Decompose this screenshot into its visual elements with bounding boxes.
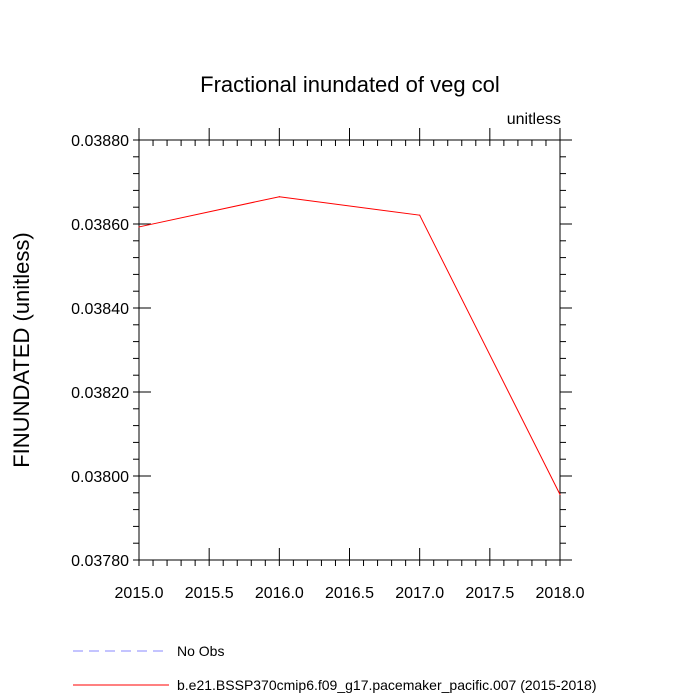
y-tick-label: 0.03780 (71, 553, 129, 570)
legend-entry-model-run: b.e21.BSSP370cmip6.f09_g17.pacemaker_pac… (177, 677, 597, 693)
x-tick-label: 2015.0 (115, 585, 164, 602)
axis-tick-labels: 2015.0 2015.5 2016.0 2016.5 2017.0 2017.5 2018… (71, 133, 584, 602)
legend-entry-no-obs: No Obs (177, 643, 225, 659)
y-tick-label: 0.03800 (71, 469, 129, 486)
axis-ticks (133, 128, 572, 566)
series-point-0 (419, 214, 421, 216)
y-tick-label: 0.03840 (71, 301, 129, 318)
series-lines (138, 196, 561, 496)
x-tick-label: 2017.5 (465, 585, 514, 602)
x-tick-label: 2017.0 (395, 585, 444, 602)
y-tick-label: 0.03860 (71, 217, 129, 234)
series-point-0 (278, 196, 280, 198)
x-tick-label: 2016.5 (325, 585, 374, 602)
y-axis-label: FINUNDATED (unitless) (9, 232, 34, 468)
y-tick-label: 0.03820 (71, 385, 129, 402)
legend-swatches (73, 650, 169, 686)
x-tick-label: 2015.5 (185, 585, 234, 602)
chart-title: Fractional inundated of veg col (200, 72, 500, 97)
x-tick-label: 2016.0 (255, 585, 304, 602)
x-tick-label: 2018.0 (536, 585, 585, 602)
series-point-0 (138, 226, 140, 228)
y-tick-label: 0.03880 (71, 133, 129, 150)
series-line-0 (138, 196, 561, 495)
units-label: unitless (506, 111, 561, 128)
plot-area-frame (138, 139, 561, 561)
series-point-0 (559, 493, 561, 496)
